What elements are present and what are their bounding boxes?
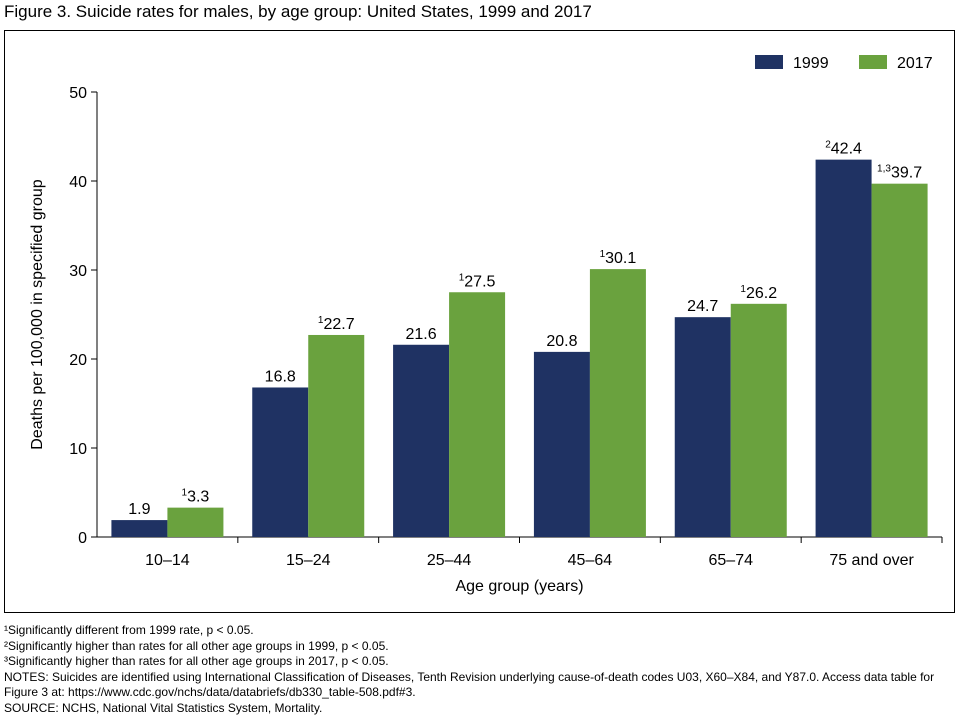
data-label: 127.5 [459,272,496,290]
y-tick-label: 30 [69,263,87,280]
source-text: SOURCE: NCHS, National Vital Statistics … [4,700,323,715]
notes-text: NOTES: Suicides are identified using Int… [4,669,935,700]
bar-1999 [111,520,168,537]
footnote-2: ²Significantly higher than rates for all… [4,638,389,653]
data-label: 21.6 [406,326,437,343]
chart-frame: 0 10 20 30 40 50 Deaths per 100,000 in specifi… [4,30,955,613]
legend-swatch-2017 [859,55,887,69]
data-label: 13.3 [182,488,210,506]
footnote-1: ¹Significantly different from 1999 rate,… [4,623,254,637]
legend-swatch-1999 [755,55,783,69]
data-label: 20.8 [546,333,577,350]
x-tick-label: 10–14 [145,552,190,569]
bar-1999 [815,159,872,537]
x-tick-label: 15–24 [286,552,331,569]
bar-1999 [252,387,309,537]
y-tick-label: 10 [69,441,87,458]
x-axis-label: Age group (years) [455,578,583,595]
x-tick-label: 65–74 [709,552,754,569]
y-tick-label: 40 [69,174,87,191]
data-label: 130.1 [600,249,637,267]
y-tick-label: 20 [69,352,87,369]
x-tick-label: 25–44 [427,552,472,569]
y-tick-label: 0 [78,530,87,547]
data-label: 16.8 [265,368,296,385]
bar-1999 [393,344,450,537]
bar-2017 [589,269,646,537]
y-tick-label: 50 [69,85,87,102]
legend-label-2017: 2017 [897,55,933,72]
data-label: 1.9 [128,501,150,518]
legend-label-1999: 1999 [793,55,829,72]
footnote-3: ³Significantly higher than rates for all… [4,654,389,668]
x-tick-label: 75 and over [829,552,914,569]
bar-2017 [871,183,928,538]
data-label: 24.7 [687,298,718,315]
data-label: 242.4 [825,140,862,158]
x-tick-label: 45–64 [568,552,613,569]
data-label: 126.2 [740,284,777,302]
figure-title: Figure 3. Suicide rates for males, by ag… [4,2,592,21]
data-label: 122.7 [318,315,355,333]
y-axis-label: Deaths per 100,000 in specified group [29,179,46,450]
bar-1999 [674,317,731,537]
bar-2017 [308,334,365,537]
bar-2017 [167,507,224,537]
bar-2017 [449,292,506,537]
bar-2017 [730,303,787,537]
bar-chart: 0 10 20 30 40 50 Deaths per 100,000 in specifi… [29,55,943,595]
data-label: 1,339.7 [877,164,922,182]
bar-1999 [533,351,590,537]
chart-notes: ¹Significantly different from 1999 rate,… [4,623,956,716]
